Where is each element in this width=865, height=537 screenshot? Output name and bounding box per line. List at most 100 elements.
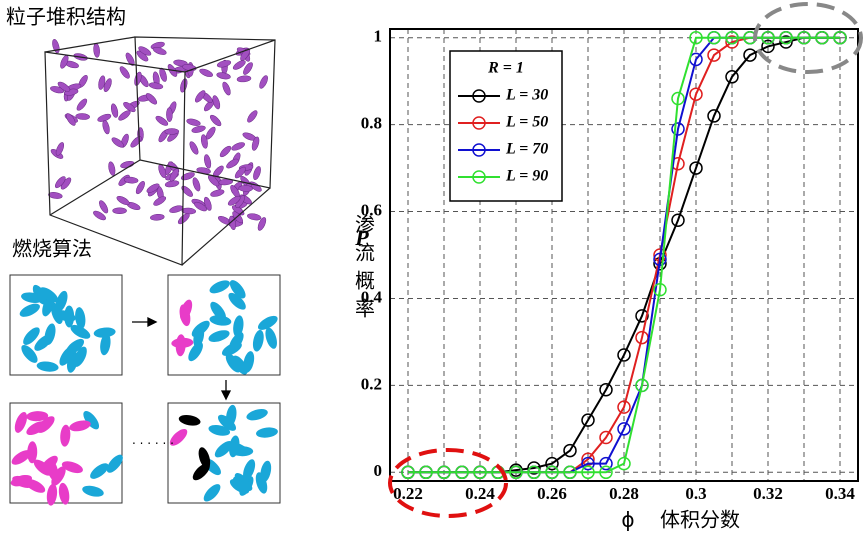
particle [193, 325, 205, 348]
particle [106, 454, 123, 473]
particle [210, 189, 225, 197]
particle [55, 142, 65, 156]
particle [93, 43, 100, 58]
point [671, 91, 685, 106]
cube-edge [44, 36, 136, 53]
particle [148, 82, 164, 90]
y-tick-label: 0.8 [361, 114, 382, 133]
particle [171, 337, 194, 348]
particle [229, 435, 240, 458]
particle [178, 415, 201, 426]
particle [191, 125, 206, 133]
x-axis-label: 体积分数 [660, 508, 740, 532]
particle [232, 355, 248, 375]
particle [243, 62, 253, 75]
illustrations: 粒子堆积结构 燃烧算法 · · · · · · [6, 5, 281, 506]
particle [100, 333, 111, 356]
point [671, 122, 685, 136]
burning-label: 燃烧算法 [12, 237, 92, 261]
y-tick-label: 0.2 [361, 374, 382, 393]
point [689, 87, 703, 101]
legend-label: L = 70 [505, 141, 548, 158]
particle [188, 341, 203, 362]
point [419, 465, 433, 480]
particle [252, 329, 264, 352]
y-tick-label: 0.6 [361, 200, 382, 219]
particle [58, 482, 70, 505]
particle [153, 196, 167, 206]
particle [76, 98, 88, 111]
particle [214, 441, 233, 458]
x-tick-label: 0.22 [393, 484, 423, 503]
particle [11, 450, 31, 465]
particle [181, 185, 193, 197]
particle [251, 136, 260, 151]
point [725, 35, 739, 49]
particle [23, 327, 40, 345]
point [527, 465, 541, 480]
particle [229, 479, 250, 494]
particle [75, 307, 86, 330]
point [617, 456, 631, 471]
particle [209, 315, 232, 326]
particle [238, 185, 253, 192]
particle [247, 213, 262, 221]
burning-panels [9, 274, 281, 506]
x-tick-label: 0.24 [465, 484, 495, 503]
plot-frame [389, 28, 859, 482]
legend-marker [472, 170, 486, 184]
annotation-ellipse [388, 448, 508, 518]
particle [103, 78, 112, 92]
cube-edge [184, 39, 276, 73]
particle [146, 183, 160, 193]
point [599, 456, 613, 471]
point [707, 48, 721, 62]
cube-edge [181, 187, 271, 266]
particle [194, 201, 207, 212]
particle [209, 114, 222, 127]
particle [110, 103, 119, 118]
particle [98, 75, 106, 90]
particle [59, 346, 75, 366]
particle [260, 460, 272, 483]
chart: 0 0.2 0.4 0.6 0.8 1 0.22 0.24 0.26 0.28 0.3 0.32 0.3… [352, 27, 859, 532]
particle [209, 280, 230, 294]
particle [21, 292, 43, 303]
point [689, 30, 703, 45]
point [599, 382, 613, 397]
point [437, 465, 451, 480]
cube [44, 36, 276, 266]
arrows: · · · · · · [132, 316, 232, 451]
particle [226, 404, 237, 427]
particle [166, 107, 173, 122]
particle [152, 46, 167, 55]
particle [181, 207, 196, 215]
particle [82, 485, 104, 497]
particle [36, 361, 59, 372]
particle [138, 46, 152, 56]
particle [47, 459, 59, 481]
particle [57, 81, 71, 92]
point [635, 309, 649, 323]
particle [208, 424, 231, 436]
x-tick-label: 0.28 [609, 484, 639, 503]
point [473, 465, 487, 480]
particle [69, 420, 91, 432]
particle [46, 483, 58, 506]
particle [119, 66, 130, 79]
y-tick-label: 0 [374, 461, 383, 480]
particle [39, 287, 59, 303]
particle [189, 141, 199, 155]
point [617, 400, 631, 414]
particle [208, 330, 230, 342]
x-tick-label: 0.3 [685, 484, 706, 503]
point [563, 443, 577, 458]
y-axis-label: P [354, 225, 369, 250]
particle [150, 214, 165, 221]
point [401, 465, 415, 480]
point [545, 456, 559, 471]
y-tick-label: 0.4 [361, 287, 383, 306]
cube-edge [49, 159, 141, 216]
particle [123, 102, 136, 113]
particle [155, 115, 169, 126]
